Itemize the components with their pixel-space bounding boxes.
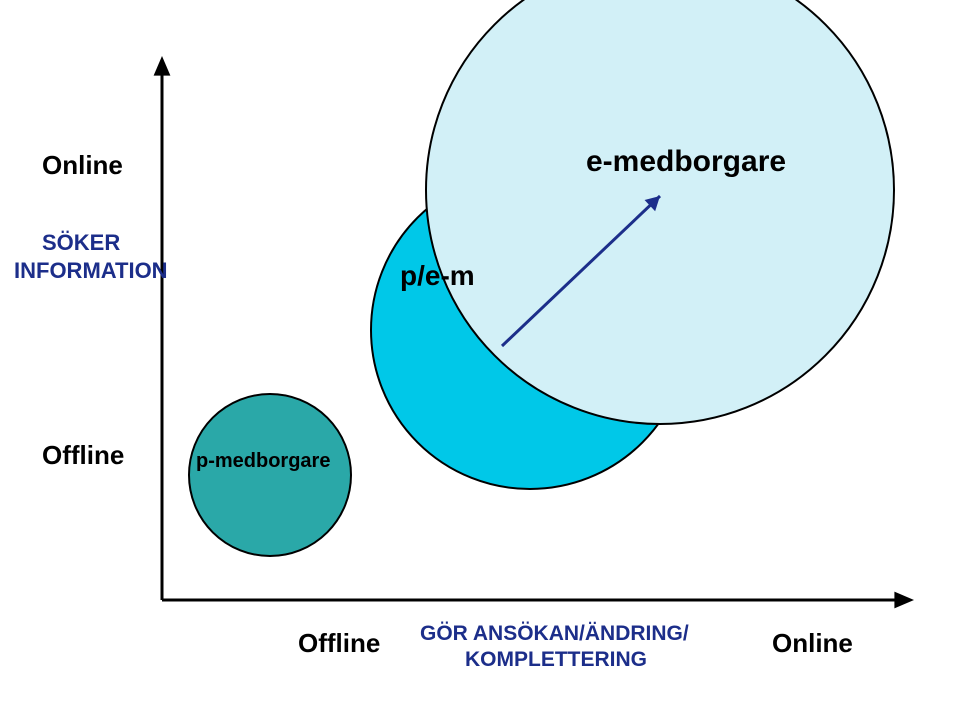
- y-axis-label-online: Online: [42, 150, 123, 181]
- x-axis-label-online: Online: [772, 628, 853, 659]
- y-axis-label-offline: Offline: [42, 440, 124, 471]
- y-axis-title-soker: SÖKER: [42, 230, 120, 256]
- y-axis-title-information: INFORMATION: [14, 258, 168, 284]
- x-axis-label-offline: Offline: [298, 628, 380, 659]
- axes: [0, 0, 959, 718]
- x-axis-title-line1: GÖR ANSÖKAN/ÄNDRING/: [420, 622, 689, 646]
- circle-label-e: e-medborgare: [586, 145, 786, 179]
- circle-label-pe: p/e-m: [400, 260, 475, 292]
- circle-label-p: p-medborgare: [196, 450, 330, 473]
- diagram-stage: Online SÖKER INFORMATION Offline p-medbo…: [0, 0, 959, 718]
- x-axis-title-line2: KOMPLETTERING: [465, 648, 647, 672]
